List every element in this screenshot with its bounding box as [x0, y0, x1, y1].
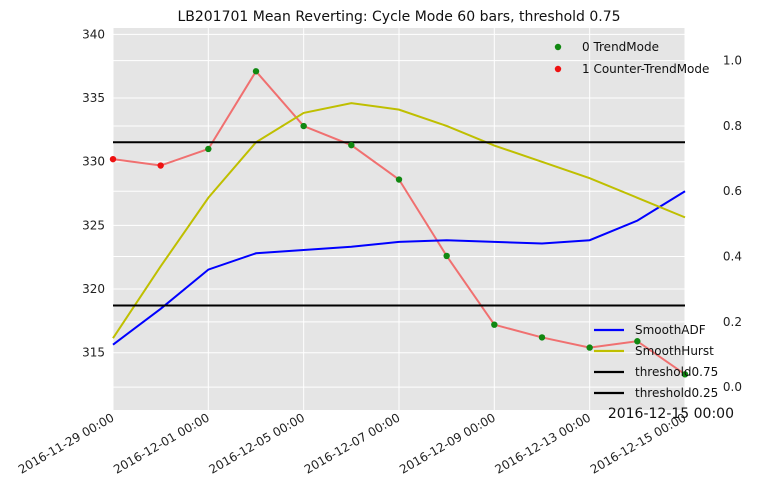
legend-label: threshold0.75	[635, 365, 718, 379]
legend-label: SmoothADF	[635, 323, 706, 337]
x-tick-label: 2016-12-01 00:00	[111, 410, 212, 476]
corner-date-label: 2016-12-15 00:00	[608, 406, 734, 422]
price-point	[586, 344, 593, 351]
price-point	[300, 122, 307, 130]
price-point	[348, 141, 355, 149]
x-tick-label: 2016-11-29 00:00	[16, 410, 117, 476]
price-point	[443, 252, 450, 260]
x-tick-label: 2016-12-05 00:00	[207, 410, 308, 476]
y-left-tick-label: 325	[82, 218, 105, 232]
price-point	[205, 145, 212, 153]
legend-label: 1 Counter-TrendMode	[582, 62, 709, 76]
price-point	[252, 68, 260, 75]
price-point	[395, 176, 403, 183]
x-tick-label: 2016-12-07 00:00	[302, 410, 403, 476]
chart-title: LB201701 Mean Reverting: Cycle Mode 60 b…	[177, 9, 620, 25]
y-left-tick-label: 340	[82, 27, 105, 41]
x-tick-label: 2016-12-13 00:00	[493, 410, 594, 476]
legend-label: 0 TrendMode	[582, 40, 659, 54]
y-left-tick-label: 315	[82, 346, 105, 360]
series-smoothhurst	[112, 102, 686, 339]
x-tick-label: 2016-12-09 00:00	[397, 410, 498, 476]
price-point	[109, 155, 117, 163]
legend-marker	[554, 43, 562, 51]
price-point	[634, 338, 641, 345]
y-right-tick-label: 0.6	[723, 184, 742, 198]
legend-marker	[554, 65, 562, 73]
y-right-tick-label: 0.0	[723, 380, 742, 394]
price-point	[538, 334, 546, 341]
legend-bottom: SmoothADF SmoothHurst threshold0.75 thresho…	[594, 323, 718, 400]
y-right-tick-label: 1.0	[723, 54, 742, 68]
legend-label: SmoothHurst	[635, 344, 714, 358]
y-left-tick-label: 320	[82, 282, 105, 296]
y-right-tick-label: 0.2	[723, 315, 742, 329]
price-point	[681, 371, 689, 378]
legend-top: 0 TrendMode 1 Counter-TrendMode	[554, 40, 709, 76]
grid	[112, 28, 686, 410]
y-axis-left: 315 320 325 330 335 340	[82, 27, 105, 359]
legend-label: threshold0.25	[635, 386, 718, 400]
price-point	[157, 162, 164, 169]
y-right-tick-label: 0.4	[723, 250, 742, 264]
price-point	[491, 321, 498, 328]
y-axis-right: 0.0 0.2 0.4 0.6 0.8 1.0	[723, 54, 742, 394]
y-left-tick-label: 330	[82, 155, 105, 169]
series-smoothadf	[112, 190, 686, 346]
y-left-tick-label: 335	[82, 91, 105, 105]
points-layer	[109, 68, 689, 378]
y-right-tick-label: 0.8	[723, 119, 742, 133]
